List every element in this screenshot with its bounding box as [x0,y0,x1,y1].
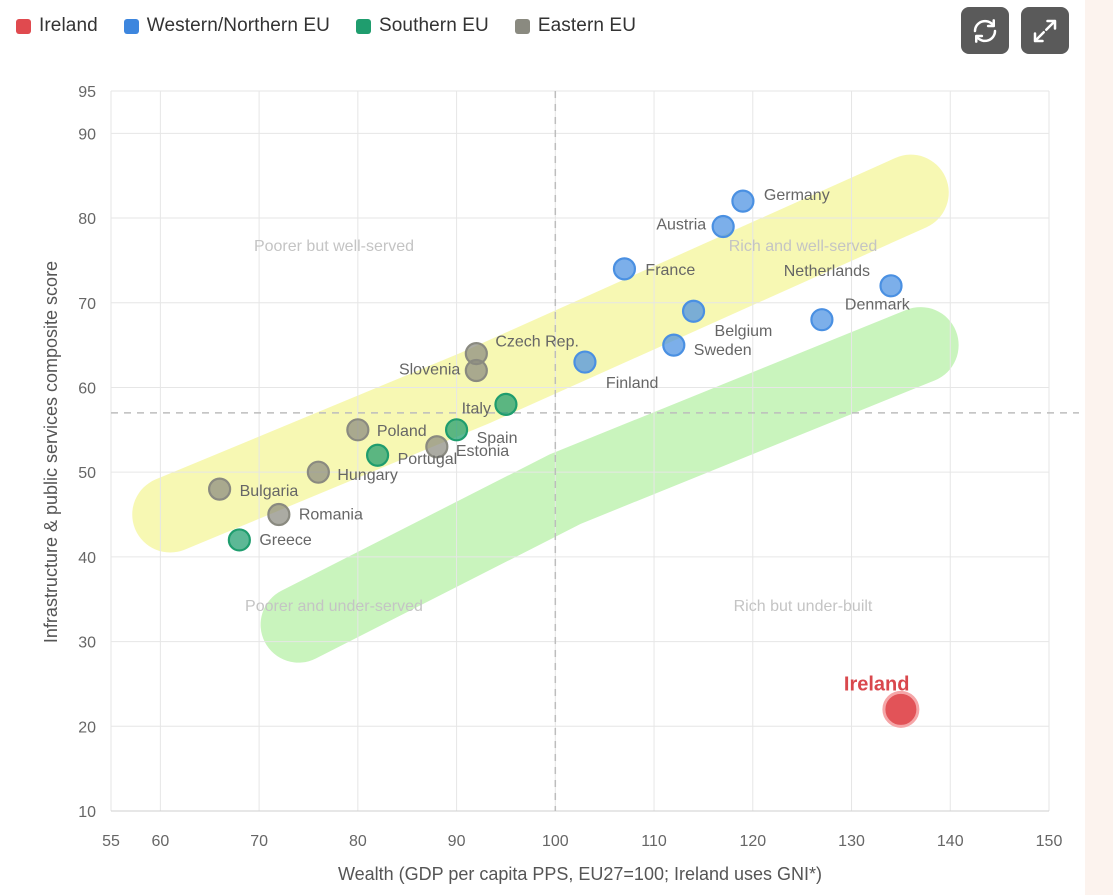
reference-lines [111,91,1079,811]
zone-label-bottom-left: Poorer and under-served [245,598,423,615]
point-label-hungary: Hungary [337,467,397,484]
point-label-austria: Austria [656,217,706,234]
y-tick-label: 90 [78,126,96,143]
legend-swatch-eastern [514,18,530,34]
point-label-bulgaria: Bulgaria [240,483,299,500]
legend-swatch-ireland [16,18,31,34]
point-label-estonia: Estonia [456,443,509,460]
point-label-poland: Poland [377,423,427,440]
point-label-netherlands: Netherlands [784,263,870,280]
point-label-france: France [645,262,695,279]
point-belgium[interactable] [681,299,706,323]
x-tick-label: 80 [349,833,367,850]
point-label-ireland: Ireland [844,673,910,695]
y-tick-label: 20 [78,719,96,736]
point-label-greece: Greece [259,532,312,549]
quadrant-labels: Poorer but well-served Rich and well-ser… [245,238,877,615]
x-tick-label: 100 [542,833,569,850]
point-label-slovenia: Slovenia [399,362,460,379]
expand-icon [1033,19,1057,42]
point-netherlands[interactable] [879,274,903,298]
x-tick-label: 130 [838,833,865,850]
x-tick-label: 70 [250,833,268,850]
y-tick-label: 60 [78,380,96,397]
legend-swatch-western-northern [123,18,139,34]
refresh-button[interactable] [961,7,1009,54]
y-tick-label: 40 [78,550,96,567]
zone-label-top-left: Poorer but well-served [254,238,414,255]
point-labels: Ireland Germany Austria France Netherlands De… [240,187,911,695]
legend-label-eastern: Eastern EU [537,15,637,36]
zone-label-top-right: Rich and well-served [729,238,878,255]
point-bulgaria[interactable] [208,477,232,501]
point-romania[interactable] [267,502,291,527]
legend-label-ireland: Ireland [39,15,98,36]
page-edge-strip [1085,0,1113,895]
point-label-finland: Finland [606,375,658,392]
point-germany[interactable] [731,189,755,213]
point-label-portugal: Portugal [398,451,458,468]
point-hungary[interactable] [306,460,330,484]
point-slovenia[interactable] [464,358,488,383]
point-label-romania: Romania [299,507,363,524]
point-label-denmark: Denmark [845,297,911,314]
x-tick-label: 150 [1036,833,1063,850]
x-axis-title: Wealth (GDP per capita PPS, EU27=100; Ir… [338,864,822,884]
y-axis-title: Infrastructure & public services composi… [41,261,61,643]
legend-item-ireland[interactable]: Ireland [16,15,98,37]
y-tick-label: 80 [78,211,96,228]
y-tick-label: 95 [78,84,96,101]
legend-item-eastern[interactable]: Eastern EU [514,15,637,37]
legend-item-western-northern[interactable]: Western/Northern EU [123,15,330,37]
x-tick-label: 90 [448,833,466,850]
point-spain[interactable] [444,418,469,442]
point-label-belgium: Belgium [715,323,773,340]
chart-legend: Ireland Western/Northern EU Southern EU … [16,14,662,38]
point-ireland[interactable] [882,690,920,728]
scatter-chart: Poorer but well-served Rich and well-ser… [41,84,1079,884]
point-greece[interactable] [227,528,251,552]
point-label-sweden: Sweden [694,342,752,359]
zone-label-bottom-right: Rich but under-built [734,598,873,615]
point-italy[interactable] [494,392,518,417]
green-band [260,307,959,663]
point-portugal[interactable] [365,443,390,467]
trend-bands [132,154,959,663]
x-tick-label: 110 [641,833,667,850]
x-tick-label: 60 [151,833,169,850]
point-austria[interactable] [711,214,735,239]
point-label-czech-rep: Czech Rep. [495,334,579,351]
point-estonia[interactable] [425,435,449,459]
data-points [208,189,920,728]
x-tick-label: 55 [102,833,120,850]
point-poland[interactable] [346,418,370,442]
point-label-italy: Italy [462,400,491,417]
y-tick-label: 10 [78,804,96,821]
chart-grid [110,90,1050,812]
expand-button[interactable] [1021,7,1069,54]
point-sweden[interactable] [662,333,686,357]
y-tick-label: 50 [78,465,96,482]
point-denmark[interactable] [810,308,834,332]
point-label-germany: Germany [764,187,830,204]
legend-label-western-northern: Western/Northern EU [146,15,330,36]
y-tick-label: 30 [78,635,96,652]
legend-label-southern: Southern EU [378,15,489,36]
point-france[interactable] [612,257,637,281]
y-tick-label: 70 [78,296,96,313]
x-tick-label: 120 [739,833,766,850]
legend-item-southern[interactable]: Southern EU [355,15,489,37]
refresh-icon [973,18,997,43]
point-label-spain: Spain [477,430,518,447]
x-tick-label: 140 [937,833,964,850]
axis-ticks: 55 60 70 80 90 100 110 120 130 140 150 10 20 30 40 50 60… [78,84,1062,850]
legend-swatch-southern [355,18,371,34]
point-finland[interactable] [573,350,597,374]
